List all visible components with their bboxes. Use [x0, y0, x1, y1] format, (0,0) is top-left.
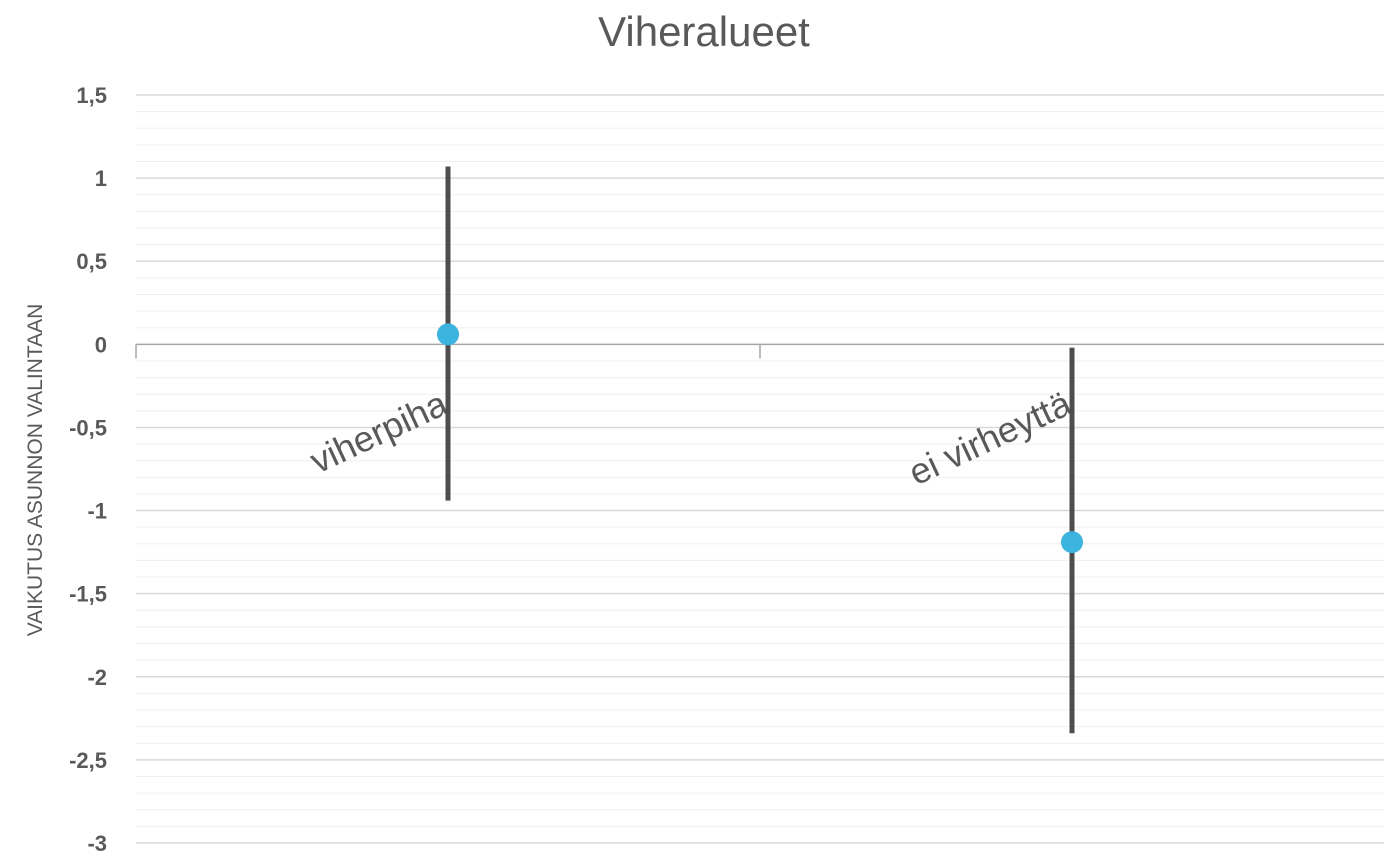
- y-axis-tick-labels: 1,5 1 0,5 0 -0,5 -1 -1,5 -2 -2,5 -3: [69, 83, 107, 855]
- y-tick-label: -0,5: [69, 415, 107, 440]
- data-point: [1061, 531, 1083, 554]
- data-points: [437, 323, 1083, 554]
- y-axis-title: VAIKUTUS ASUNNON VALINTAAN: [24, 304, 47, 637]
- y-tick-label: 0,5: [76, 249, 107, 274]
- y-tick-label: -1: [87, 499, 107, 524]
- y-tick-label: -2,5: [69, 748, 107, 773]
- major-gridlines: [136, 94, 1384, 844]
- minor-gridlines: [136, 111, 1384, 827]
- y-tick-label: 0: [95, 332, 107, 357]
- category-labels: viherpiha ei virheyttä: [304, 382, 1079, 493]
- y-tick-label: 1: [95, 166, 107, 191]
- x-axis: [135, 343, 1384, 359]
- data-point: [437, 323, 459, 346]
- y-tick-label: -2: [87, 665, 107, 690]
- y-tick-label: -1,5: [69, 582, 107, 607]
- category-label: viherpiha: [304, 382, 455, 481]
- chart-title: Viheralueet: [598, 8, 810, 55]
- category-label: ei virheyttä: [902, 382, 1078, 493]
- y-tick-label: 1,5: [76, 83, 107, 108]
- y-tick-label: -3: [87, 831, 107, 855]
